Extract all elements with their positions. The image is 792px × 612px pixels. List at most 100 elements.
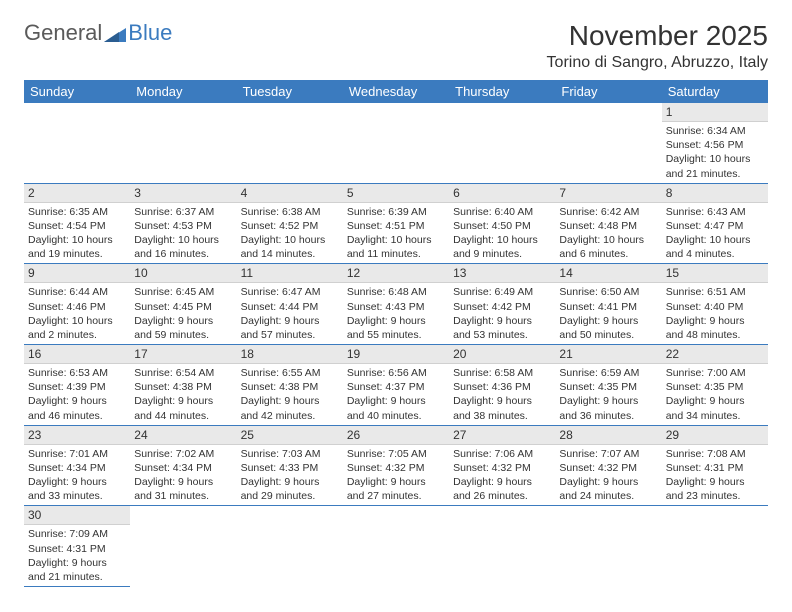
sunrise-text: Sunrise: 6:37 AM xyxy=(134,205,232,219)
daylight-text: Daylight: 9 hours and 40 minutes. xyxy=(347,394,445,422)
calendar-cell xyxy=(130,506,236,587)
day-details: Sunrise: 7:00 AMSunset: 4:35 PMDaylight:… xyxy=(662,364,768,425)
day-number: 19 xyxy=(343,345,449,364)
sunset-text: Sunset: 4:43 PM xyxy=(347,300,445,314)
day-details: Sunrise: 6:49 AMSunset: 4:42 PMDaylight:… xyxy=(449,283,555,344)
logo: GeneralBlue xyxy=(24,20,172,46)
day-number: 11 xyxy=(237,264,343,283)
day-number: 29 xyxy=(662,426,768,445)
calendar-cell xyxy=(24,103,130,183)
calendar-cell: 22Sunrise: 7:00 AMSunset: 4:35 PMDayligh… xyxy=(662,345,768,426)
sunrise-text: Sunrise: 6:43 AM xyxy=(666,205,764,219)
calendar-cell: 21Sunrise: 6:59 AMSunset: 4:35 PMDayligh… xyxy=(555,345,661,426)
sunset-text: Sunset: 4:35 PM xyxy=(666,380,764,394)
day-number: 21 xyxy=(555,345,661,364)
sunset-text: Sunset: 4:32 PM xyxy=(347,461,445,475)
day-number: 18 xyxy=(237,345,343,364)
day-details: Sunrise: 6:54 AMSunset: 4:38 PMDaylight:… xyxy=(130,364,236,425)
day-number: 24 xyxy=(130,426,236,445)
sunrise-text: Sunrise: 6:39 AM xyxy=(347,205,445,219)
day-details: Sunrise: 7:07 AMSunset: 4:32 PMDaylight:… xyxy=(555,445,661,506)
sunrise-text: Sunrise: 6:50 AM xyxy=(559,285,657,299)
sunset-text: Sunset: 4:50 PM xyxy=(453,219,551,233)
calendar-cell: 30Sunrise: 7:09 AMSunset: 4:31 PMDayligh… xyxy=(24,506,130,587)
sunset-text: Sunset: 4:47 PM xyxy=(666,219,764,233)
daylight-text: Daylight: 9 hours and 36 minutes. xyxy=(559,394,657,422)
calendar-cell: 11Sunrise: 6:47 AMSunset: 4:44 PMDayligh… xyxy=(237,264,343,345)
sunrise-text: Sunrise: 6:34 AM xyxy=(666,124,764,138)
calendar-row: 16Sunrise: 6:53 AMSunset: 4:39 PMDayligh… xyxy=(24,345,768,426)
page-header: GeneralBlue November 2025 Torino di Sang… xyxy=(24,20,768,72)
sunrise-text: Sunrise: 6:59 AM xyxy=(559,366,657,380)
day-number: 13 xyxy=(449,264,555,283)
calendar-cell xyxy=(130,103,236,183)
day-details: Sunrise: 7:02 AMSunset: 4:34 PMDaylight:… xyxy=(130,445,236,506)
sunrise-text: Sunrise: 6:55 AM xyxy=(241,366,339,380)
sunrise-text: Sunrise: 6:54 AM xyxy=(134,366,232,380)
calendar-cell xyxy=(237,103,343,183)
daylight-text: Daylight: 9 hours and 53 minutes. xyxy=(453,314,551,342)
weekday-header: Thursday xyxy=(449,80,555,103)
day-details: Sunrise: 6:56 AMSunset: 4:37 PMDaylight:… xyxy=(343,364,449,425)
daylight-text: Daylight: 9 hours and 27 minutes. xyxy=(347,475,445,503)
sunrise-text: Sunrise: 6:58 AM xyxy=(453,366,551,380)
daylight-text: Daylight: 9 hours and 57 minutes. xyxy=(241,314,339,342)
calendar-cell: 6Sunrise: 6:40 AMSunset: 4:50 PMDaylight… xyxy=(449,183,555,264)
calendar-cell: 24Sunrise: 7:02 AMSunset: 4:34 PMDayligh… xyxy=(130,425,236,506)
day-details: Sunrise: 6:47 AMSunset: 4:44 PMDaylight:… xyxy=(237,283,343,344)
day-number: 10 xyxy=(130,264,236,283)
day-details: Sunrise: 7:05 AMSunset: 4:32 PMDaylight:… xyxy=(343,445,449,506)
daylight-text: Daylight: 10 hours and 11 minutes. xyxy=(347,233,445,261)
sunrise-text: Sunrise: 6:40 AM xyxy=(453,205,551,219)
calendar-cell: 7Sunrise: 6:42 AMSunset: 4:48 PMDaylight… xyxy=(555,183,661,264)
daylight-text: Daylight: 10 hours and 21 minutes. xyxy=(666,152,764,180)
sunset-text: Sunset: 4:41 PM xyxy=(559,300,657,314)
sunset-text: Sunset: 4:32 PM xyxy=(453,461,551,475)
calendar-cell xyxy=(662,506,768,587)
sunset-text: Sunset: 4:38 PM xyxy=(134,380,232,394)
day-details: Sunrise: 7:01 AMSunset: 4:34 PMDaylight:… xyxy=(24,445,130,506)
day-details: Sunrise: 6:38 AMSunset: 4:52 PMDaylight:… xyxy=(237,203,343,264)
daylight-text: Daylight: 9 hours and 42 minutes. xyxy=(241,394,339,422)
day-number: 27 xyxy=(449,426,555,445)
weekday-header: Tuesday xyxy=(237,80,343,103)
sunset-text: Sunset: 4:46 PM xyxy=(28,300,126,314)
calendar-cell: 28Sunrise: 7:07 AMSunset: 4:32 PMDayligh… xyxy=(555,425,661,506)
weekday-header: Saturday xyxy=(662,80,768,103)
calendar-cell: 10Sunrise: 6:45 AMSunset: 4:45 PMDayligh… xyxy=(130,264,236,345)
sunset-text: Sunset: 4:33 PM xyxy=(241,461,339,475)
daylight-text: Daylight: 9 hours and 24 minutes. xyxy=(559,475,657,503)
day-details: Sunrise: 6:50 AMSunset: 4:41 PMDaylight:… xyxy=(555,283,661,344)
weekday-header: Sunday xyxy=(24,80,130,103)
sunset-text: Sunset: 4:34 PM xyxy=(28,461,126,475)
calendar-cell xyxy=(449,506,555,587)
calendar-cell xyxy=(449,103,555,183)
calendar-cell: 5Sunrise: 6:39 AMSunset: 4:51 PMDaylight… xyxy=(343,183,449,264)
sunrise-text: Sunrise: 6:38 AM xyxy=(241,205,339,219)
daylight-text: Daylight: 9 hours and 44 minutes. xyxy=(134,394,232,422)
day-details: Sunrise: 6:39 AMSunset: 4:51 PMDaylight:… xyxy=(343,203,449,264)
day-number: 8 xyxy=(662,184,768,203)
sunset-text: Sunset: 4:31 PM xyxy=(666,461,764,475)
calendar-cell: 13Sunrise: 6:49 AMSunset: 4:42 PMDayligh… xyxy=(449,264,555,345)
sunset-text: Sunset: 4:51 PM xyxy=(347,219,445,233)
day-details: Sunrise: 6:55 AMSunset: 4:38 PMDaylight:… xyxy=(237,364,343,425)
day-details: Sunrise: 6:40 AMSunset: 4:50 PMDaylight:… xyxy=(449,203,555,264)
day-details: Sunrise: 6:53 AMSunset: 4:39 PMDaylight:… xyxy=(24,364,130,425)
calendar-cell: 20Sunrise: 6:58 AMSunset: 4:36 PMDayligh… xyxy=(449,345,555,426)
calendar-cell: 2Sunrise: 6:35 AMSunset: 4:54 PMDaylight… xyxy=(24,183,130,264)
calendar-cell: 17Sunrise: 6:54 AMSunset: 4:38 PMDayligh… xyxy=(130,345,236,426)
sunrise-text: Sunrise: 6:48 AM xyxy=(347,285,445,299)
sunset-text: Sunset: 4:42 PM xyxy=(453,300,551,314)
calendar-cell xyxy=(237,506,343,587)
daylight-text: Daylight: 10 hours and 2 minutes. xyxy=(28,314,126,342)
daylight-text: Daylight: 10 hours and 16 minutes. xyxy=(134,233,232,261)
daylight-text: Daylight: 9 hours and 50 minutes. xyxy=(559,314,657,342)
day-details: Sunrise: 6:45 AMSunset: 4:45 PMDaylight:… xyxy=(130,283,236,344)
location-text: Torino di Sangro, Abruzzo, Italy xyxy=(547,54,768,72)
calendar-cell: 4Sunrise: 6:38 AMSunset: 4:52 PMDaylight… xyxy=(237,183,343,264)
day-number: 20 xyxy=(449,345,555,364)
daylight-text: Daylight: 9 hours and 21 minutes. xyxy=(28,556,126,584)
sunset-text: Sunset: 4:53 PM xyxy=(134,219,232,233)
sunset-text: Sunset: 4:32 PM xyxy=(559,461,657,475)
